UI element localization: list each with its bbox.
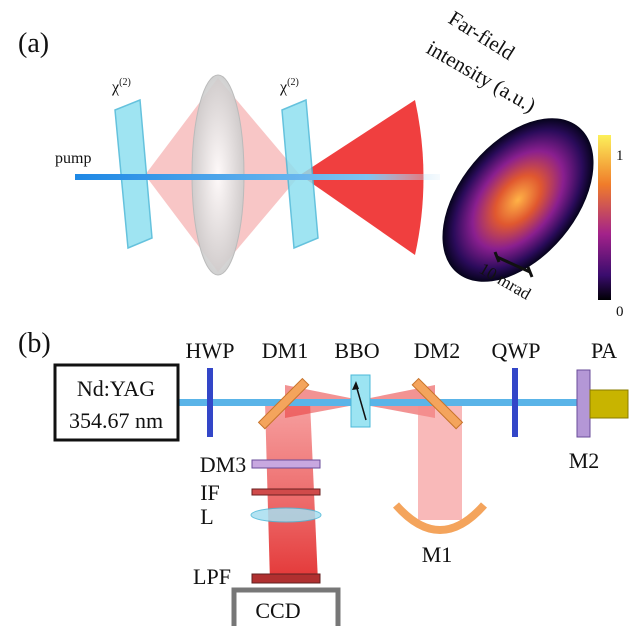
crystal-label: χ(2) xyxy=(279,77,299,96)
component-label: DM1 xyxy=(262,338,308,363)
colorbar xyxy=(598,135,611,300)
if xyxy=(252,489,320,495)
pump-beam xyxy=(75,174,440,180)
lpf xyxy=(252,574,320,583)
component-label: IF xyxy=(200,480,220,505)
dm3 xyxy=(252,460,320,468)
pump-label: pump xyxy=(55,150,91,167)
panel-label: (a) xyxy=(18,28,49,59)
component-label: CCD xyxy=(255,598,300,623)
component-label: DM2 xyxy=(414,338,460,363)
component-label: DM3 xyxy=(200,452,246,477)
superscript: (2) xyxy=(119,77,131,88)
laser-wavelength: 354.67 nm xyxy=(69,408,163,433)
hwp xyxy=(207,368,213,437)
component-label: L xyxy=(200,504,213,529)
m2 xyxy=(577,370,590,437)
uv-beam xyxy=(178,399,590,406)
component-label: HWP xyxy=(186,338,235,363)
crystal-label: χ(2) xyxy=(111,77,131,96)
qwp xyxy=(512,368,518,437)
component-label: M2 xyxy=(569,448,600,473)
colorbar-label: 0 xyxy=(616,304,624,320)
component-label: LPF xyxy=(193,564,231,589)
lens xyxy=(251,508,321,522)
colorbar-label: 1 xyxy=(616,148,624,164)
component-label: M1 xyxy=(422,542,453,567)
component-label: BBO xyxy=(334,338,379,363)
component-label: PA xyxy=(591,338,617,363)
figure: (a) pump χ(2) χ(2) Far-field intensity (… xyxy=(0,0,631,626)
laser-name: Nd:YAG xyxy=(77,376,155,401)
pa xyxy=(590,390,628,418)
component-label: QWP xyxy=(492,338,541,363)
panel-label: (b) xyxy=(18,328,51,359)
superscript: (2) xyxy=(287,77,299,88)
